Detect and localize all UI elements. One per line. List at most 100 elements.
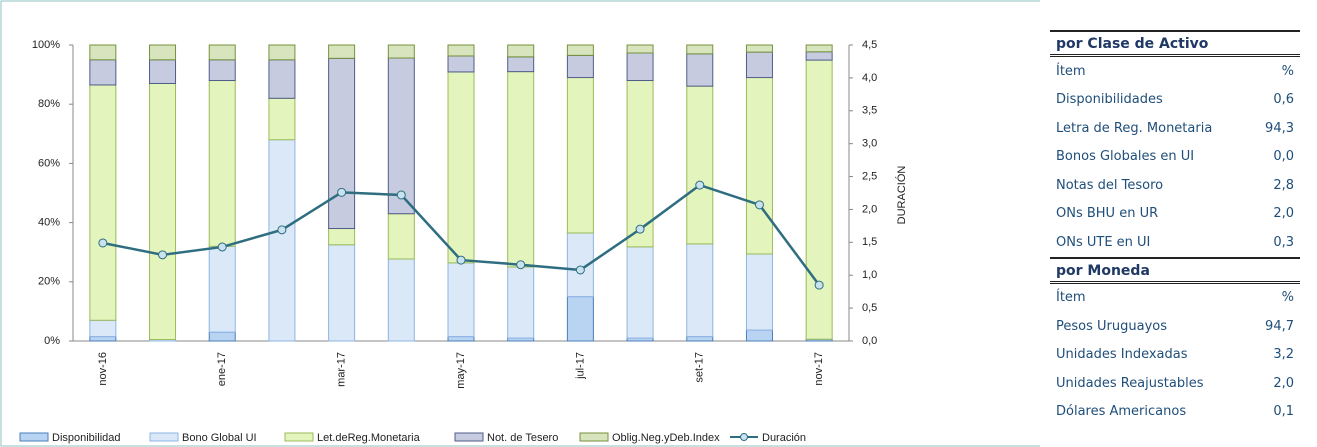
cell: 0,3 [1273, 234, 1294, 250]
cell: 2,0 [1273, 375, 1294, 391]
line-marker [635, 224, 645, 234]
line-marker [337, 187, 347, 197]
cell: 3,2 [1273, 347, 1294, 363]
cell: Letra de Reg. Monetaria [1056, 120, 1213, 136]
bar-segment [507, 71, 535, 268]
table-row: ONs UTE en UI 0,3 [1050, 228, 1300, 257]
cell: Unidades Reajustables [1056, 375, 1204, 391]
bar-segment [626, 52, 654, 82]
line-marker [217, 242, 227, 252]
y2-tick-label: 1,0 [862, 269, 877, 281]
table-row: Dólares Americanos 0,1 [1050, 398, 1300, 427]
bar-segment [686, 336, 714, 342]
bar-segment [745, 253, 773, 331]
line-marker [158, 250, 168, 260]
bar-segment [447, 71, 475, 264]
line-marker [396, 190, 406, 200]
y2-tick-label: 2,5 [862, 170, 877, 182]
line-marker [754, 200, 764, 210]
bar-segment [149, 82, 177, 341]
bar-segment [149, 59, 177, 84]
bar-segment [745, 51, 773, 79]
bar-segment [89, 59, 117, 86]
line-marker [98, 238, 108, 248]
bar-segment [805, 59, 833, 340]
bar-segment [268, 59, 296, 99]
bar-segment [566, 54, 594, 79]
line-marker [277, 225, 287, 235]
bar-segment [447, 44, 475, 57]
bar-segment [805, 44, 833, 53]
cell: 94,3 [1265, 120, 1294, 136]
x-tick-label: ene-17 [216, 352, 228, 386]
bar-segment [686, 243, 714, 338]
legend-swatch [579, 432, 609, 442]
x-tick-label: set-17 [694, 352, 706, 383]
x-tick-label: may-17 [455, 352, 467, 389]
header-cell: % [1281, 290, 1294, 306]
legend-swatch [284, 432, 314, 442]
cell: ONs BHU en UR [1056, 206, 1159, 222]
table-row: Pesos Uruguayos 94,7 [1050, 312, 1300, 341]
y2-tick-label: 0,0 [862, 335, 877, 347]
bar-segment [268, 44, 296, 61]
y2-tick-label: 0,5 [862, 302, 877, 314]
bar-segment [566, 77, 594, 234]
bar-segment [745, 77, 773, 255]
header-cell: % [1281, 63, 1294, 79]
bar-segment [626, 80, 654, 248]
bar-segment [268, 97, 296, 141]
table-row: Unidades Reajustables 2,0 [1050, 369, 1300, 398]
bar-segment [626, 44, 654, 54]
bar-segment [566, 44, 594, 56]
bar-segment [328, 57, 356, 230]
bar-segment [686, 53, 714, 87]
legend-label: Oblig.Neg.yDeb.Index [612, 432, 720, 444]
y-tick-label: 60% [38, 157, 60, 169]
x-tick-label: jul-17 [574, 352, 586, 380]
bar-segment [447, 336, 475, 342]
bar-segment [745, 44, 773, 53]
cell: Dólares Americanos [1056, 404, 1187, 420]
bar-segment [387, 57, 415, 215]
y2-tick-label: 4,0 [862, 72, 877, 84]
legend-swatch [19, 432, 49, 442]
bar-segment [447, 262, 475, 338]
x-tick-label: nov-17 [813, 352, 825, 386]
cell: 2,8 [1273, 177, 1294, 193]
legend-swatch [454, 432, 484, 442]
legend-label: Let.deReg.Monetaria [317, 432, 421, 444]
header-cell: Ítem [1056, 290, 1086, 306]
bar-segment [387, 213, 415, 260]
line-marker [814, 280, 824, 290]
legend-label: Bono Global UI [182, 432, 257, 444]
cell: ONs UTE en UI [1056, 234, 1151, 250]
table-row: Unidades Indexadas 3,2 [1050, 341, 1300, 370]
bar-segment [805, 51, 833, 61]
table-header: Ítem% [1050, 284, 1300, 313]
table-row: Notas del Tesoro 2,8 [1050, 171, 1300, 200]
line-marker [575, 265, 585, 275]
bar-segment [149, 44, 177, 61]
cell: Pesos Uruguayos [1056, 318, 1167, 334]
bar-segment [328, 44, 356, 59]
legend-label: Duración [762, 432, 806, 444]
bar-segment [447, 55, 475, 73]
legend-swatch [740, 433, 748, 441]
bar-segment [208, 245, 236, 333]
y-tick-label: 100% [32, 39, 60, 51]
bar-segment [686, 44, 714, 55]
cell: 0,1 [1273, 404, 1294, 420]
table-title: por Clase de Activo [1050, 30, 1300, 57]
bar-segment [507, 56, 535, 73]
cell: 0,6 [1273, 92, 1294, 108]
x-tick-label: mar-17 [336, 352, 348, 387]
table-header: Ítem% [1050, 57, 1300, 86]
bar-segment [208, 59, 236, 82]
bar-segment [208, 44, 236, 61]
table-row: Disponibilidades 0,6 [1050, 86, 1300, 115]
line-marker [456, 255, 466, 265]
legend-swatch [149, 432, 179, 442]
header-cell: Ítem [1056, 63, 1086, 79]
bar-segment [745, 329, 773, 342]
